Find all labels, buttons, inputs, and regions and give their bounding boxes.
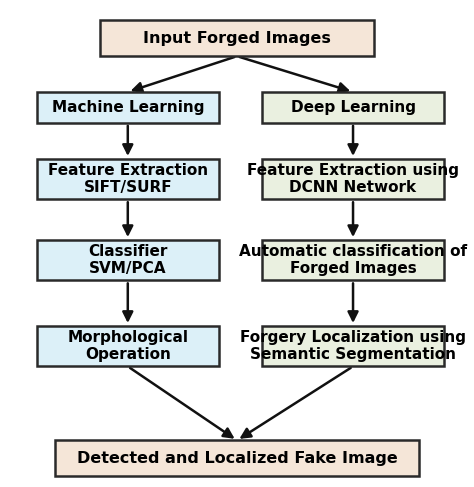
Text: Deep Learning: Deep Learning <box>291 100 416 115</box>
FancyBboxPatch shape <box>262 326 444 366</box>
Text: Input Forged Images: Input Forged Images <box>143 31 331 46</box>
Text: Machine Learning: Machine Learning <box>52 100 204 115</box>
FancyBboxPatch shape <box>262 159 444 199</box>
FancyBboxPatch shape <box>55 440 419 476</box>
FancyBboxPatch shape <box>100 20 374 56</box>
Text: Feature Extraction
SIFT/SURF: Feature Extraction SIFT/SURF <box>48 163 208 195</box>
FancyBboxPatch shape <box>37 159 219 199</box>
Text: Feature Extraction using
DCNN Network: Feature Extraction using DCNN Network <box>247 163 459 195</box>
Text: Forgery Localization using
Semantic Segmentation: Forgery Localization using Semantic Segm… <box>240 330 466 362</box>
FancyBboxPatch shape <box>262 92 444 123</box>
FancyBboxPatch shape <box>262 240 444 281</box>
Text: Automatic classification of
Forged Images: Automatic classification of Forged Image… <box>239 244 467 277</box>
Text: Detected and Localized Fake Image: Detected and Localized Fake Image <box>77 451 397 466</box>
FancyBboxPatch shape <box>37 92 219 123</box>
FancyBboxPatch shape <box>37 326 219 366</box>
Text: Morphological
Operation: Morphological Operation <box>67 330 188 362</box>
FancyBboxPatch shape <box>37 240 219 281</box>
Text: Classifier
SVM/PCA: Classifier SVM/PCA <box>88 244 167 277</box>
